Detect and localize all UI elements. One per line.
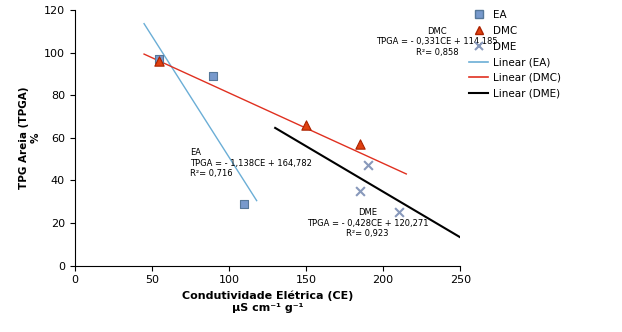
Text: DMC
TPGA = - 0,331CE + 114,185
R²= 0,858: DMC TPGA = - 0,331CE + 114,185 R²= 0,858 (376, 27, 498, 57)
Point (355, 188, 365, 194)
Point (394, 210, 404, 215)
Legend: EA, DMC, DME, Linear (EA), Linear (DMC), Linear (DME): EA, DMC, DME, Linear (EA), Linear (DMC),… (470, 10, 561, 99)
Point (363, 163, 373, 168)
Point (208, 73, 218, 79)
X-axis label: Condutividade Elétrica (CE)
μS cm⁻¹ g⁻¹: Condutividade Elétrica (CE) μS cm⁻¹ g⁻¹ (182, 291, 353, 313)
Text: DME
TPGA = - 0,428CE + 120,271
R²= 0,923: DME TPGA = - 0,428CE + 120,271 R²= 0,923 (307, 208, 429, 238)
Text: EA
TPGA = - 1,138CE + 164,782
R²= 0,716: EA TPGA = - 1,138CE + 164,782 R²= 0,716 (190, 148, 312, 178)
Point (154, 56, 164, 62)
Point (301, 122, 311, 127)
Point (239, 201, 249, 207)
Y-axis label: TPG Areia (TPGA)
%: TPG Areia (TPGA) % (19, 87, 41, 189)
Point (355, 141, 365, 147)
Point (154, 58, 164, 64)
